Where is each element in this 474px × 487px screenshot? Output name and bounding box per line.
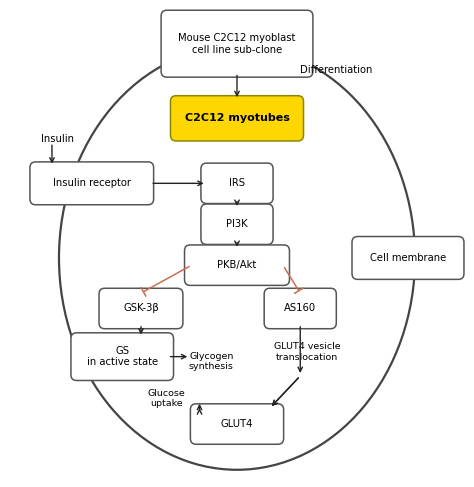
Text: Glycogen
synthesis: Glycogen synthesis xyxy=(189,352,234,371)
Text: PI3K: PI3K xyxy=(226,219,248,229)
FancyBboxPatch shape xyxy=(191,404,283,444)
FancyBboxPatch shape xyxy=(30,162,154,205)
Text: Insulin receptor: Insulin receptor xyxy=(53,178,131,188)
FancyBboxPatch shape xyxy=(71,333,173,380)
Text: Differentiation: Differentiation xyxy=(300,65,373,75)
Text: GS
in active state: GS in active state xyxy=(87,346,158,367)
Text: AS160: AS160 xyxy=(284,303,316,314)
FancyBboxPatch shape xyxy=(161,10,313,77)
Text: Glucose
uptake: Glucose uptake xyxy=(148,389,186,408)
Text: Cell membrane: Cell membrane xyxy=(370,253,446,263)
FancyBboxPatch shape xyxy=(184,245,290,285)
Text: PKB/Akt: PKB/Akt xyxy=(218,260,256,270)
Text: Mouse C2C12 myoblast
cell line sub-clone: Mouse C2C12 myoblast cell line sub-clone xyxy=(178,33,296,55)
FancyBboxPatch shape xyxy=(201,163,273,204)
Text: IRS: IRS xyxy=(229,178,245,188)
Text: C2C12 myotubes: C2C12 myotubes xyxy=(184,113,290,123)
Text: GSK-3β: GSK-3β xyxy=(123,303,159,314)
Text: GLUT4: GLUT4 xyxy=(221,419,253,429)
FancyBboxPatch shape xyxy=(264,288,337,329)
FancyBboxPatch shape xyxy=(352,237,464,280)
Text: GLUT4 vesicle
translocation: GLUT4 vesicle translocation xyxy=(274,342,341,361)
Text: Insulin: Insulin xyxy=(41,133,74,144)
FancyBboxPatch shape xyxy=(171,96,303,141)
FancyBboxPatch shape xyxy=(201,204,273,244)
FancyBboxPatch shape xyxy=(99,288,183,329)
